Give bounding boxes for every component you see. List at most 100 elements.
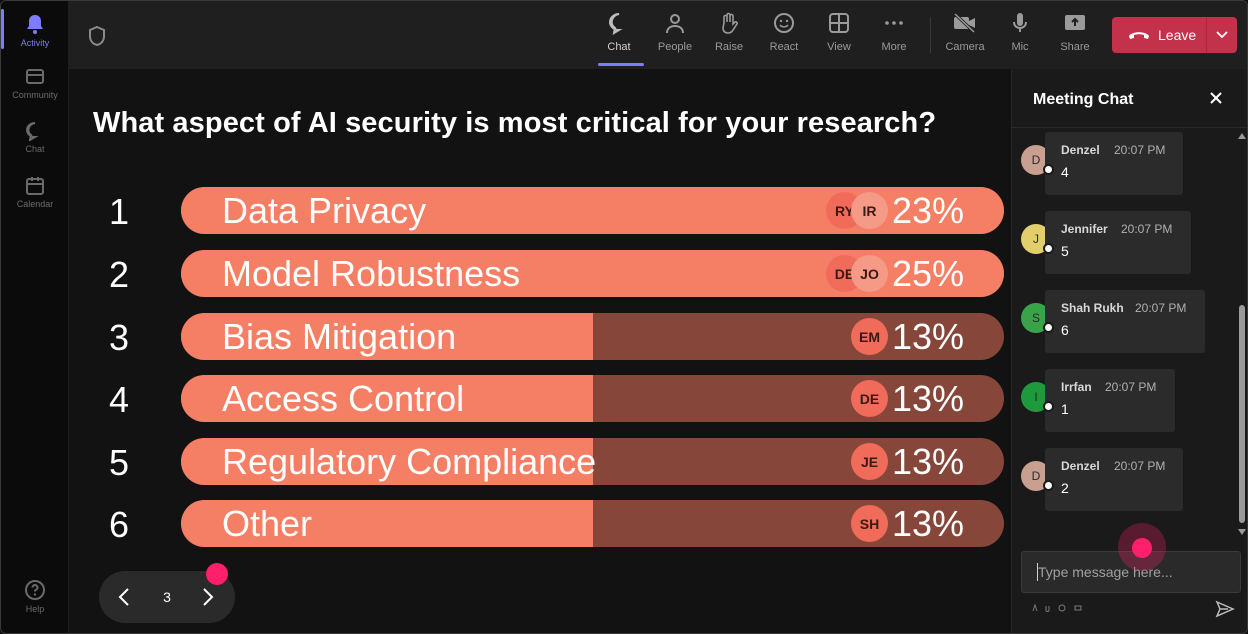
format-icon[interactable] <box>1032 603 1038 612</box>
share-screen-icon <box>1065 15 1085 30</box>
poll-stage: What aspect of AI security is most criti… <box>69 69 1011 633</box>
poll-option-number: 4 <box>109 379 130 420</box>
chat-icon <box>609 13 623 35</box>
voter-avatar: JE <box>851 443 888 480</box>
rail-item-calendar[interactable]: Calendar <box>1 176 69 209</box>
rail-item-help[interactable]: Help <box>1 579 69 614</box>
chat-bubble-icon <box>26 122 39 141</box>
click-indicator <box>206 563 228 585</box>
camera-off-icon <box>953 12 976 34</box>
poll-result-bar: Regulatory Compliance JE 13% <box>181 438 1004 485</box>
scroll-thumb[interactable] <box>1239 305 1245 523</box>
chat-bubble[interactable]: Denzel 20:07 PM 2 <box>1045 448 1183 511</box>
view-label: View <box>827 41 851 53</box>
hand-icon <box>722 12 738 34</box>
poll-result-fill <box>181 500 593 547</box>
chat-message-input[interactable]: Type message here... <box>1021 551 1241 593</box>
calendar-icon <box>26 177 44 195</box>
more-button[interactable]: More <box>867 11 921 53</box>
poll-option-percent: 13% <box>891 316 964 357</box>
leave-button[interactable]: Leave <box>1112 17 1237 53</box>
message-timestamp: 20:07 PM <box>1114 459 1166 473</box>
poll-option-number: 6 <box>109 504 130 545</box>
active-tab-indicator <box>598 63 644 66</box>
chat-bubble[interactable]: Denzel 20:07 PM 4 <box>1045 132 1183 195</box>
rail-label: Community <box>12 90 58 100</box>
chevron-right-icon[interactable] <box>201 587 215 607</box>
poll-option-row: 6 Other SH 13% <box>93 500 1004 547</box>
rail-active-indicator <box>1 9 4 49</box>
mic-icon <box>1013 13 1027 32</box>
bell-icon <box>27 15 43 34</box>
rail-label: Help <box>25 604 45 614</box>
meeting-toolbar: Chat People Raise React View More Camera <box>69 1 1247 69</box>
leave-options-button[interactable] <box>1207 31 1237 39</box>
sender-name: Shah Rukh <box>1061 301 1124 315</box>
mic-button[interactable]: Mic <box>993 11 1047 53</box>
close-icon[interactable] <box>1209 91 1223 105</box>
camera-button[interactable]: Camera <box>938 11 992 53</box>
poll-result-bar: Other SH 13% <box>181 500 1004 547</box>
chat-bubble[interactable]: Shah Rukh 20:07 PM 6 <box>1045 290 1205 353</box>
raise-hand-button[interactable]: Raise <box>702 11 756 53</box>
format-toolbar[interactable] <box>1032 603 1082 614</box>
more-dots-icon <box>885 21 903 25</box>
presence-status-icon <box>1043 322 1054 333</box>
poll-option-percent: 23% <box>891 190 964 231</box>
attach-icon[interactable] <box>1045 604 1051 612</box>
rail-item-activity[interactable]: Activity <box>1 13 69 48</box>
presence-status-icon <box>1043 480 1054 491</box>
rail-item-community[interactable]: Community <box>1 67 69 100</box>
message-timestamp: 20:07 PM <box>1135 301 1187 315</box>
send-icon[interactable] <box>1215 600 1235 618</box>
leave-label: Leave <box>1158 27 1197 43</box>
presence-status-icon <box>1043 164 1054 175</box>
view-button[interactable]: View <box>812 11 866 53</box>
share-label: Share <box>1060 41 1090 53</box>
chevron-left-icon[interactable] <box>117 587 131 607</box>
scroll-down-icon[interactable] <box>1238 529 1246 535</box>
sender-name: Irrfan <box>1061 380 1092 394</box>
text-caret <box>1037 563 1038 581</box>
scroll-up-icon[interactable] <box>1238 133 1246 139</box>
grid-icon <box>829 13 849 33</box>
chat-button[interactable]: Chat <box>592 11 646 53</box>
rail-item-chat[interactable]: Chat <box>1 121 69 154</box>
poll-result-fill <box>181 313 593 360</box>
poll-option-number: 2 <box>109 254 130 295</box>
phone-hangup-icon <box>1129 32 1149 39</box>
poll-option-label: Other <box>222 503 313 544</box>
voter-avatar: EM <box>851 318 888 355</box>
poll-result-bar: Access Control DE 13% <box>181 375 1004 422</box>
message-text: 5 <box>1061 243 1069 259</box>
message-text: 2 <box>1061 480 1069 496</box>
more-label: More <box>881 41 907 53</box>
gif-icon[interactable] <box>1074 604 1082 612</box>
raise-label: Raise <box>714 41 744 53</box>
message-timestamp: 20:07 PM <box>1105 380 1157 394</box>
poll-option-label: Bias Mitigation <box>222 316 457 357</box>
message-text: 6 <box>1061 322 1069 338</box>
poll-option-row: 1 Data Privacy RY IR 23% <box>93 187 1004 234</box>
voter-avatar: IR <box>851 192 888 229</box>
people-button[interactable]: People <box>648 11 702 53</box>
sender-name: Denzel <box>1061 459 1100 473</box>
chat-bubble[interactable]: Jennifer 20:07 PM 5 <box>1045 211 1191 274</box>
message-timestamp: 20:07 PM <box>1121 222 1173 236</box>
poll-option-label: Regulatory Compliance <box>222 441 597 482</box>
share-button[interactable]: Share <box>1048 11 1102 53</box>
page-number: 3 <box>163 589 171 605</box>
react-button[interactable]: React <box>757 11 811 53</box>
poll-result-bar: Model Robustness DE JO 25% <box>181 250 1004 297</box>
poll-option-percent: 13% <box>891 503 964 544</box>
emoji-icon[interactable] <box>1058 604 1066 612</box>
chat-bubble[interactable]: Irrfan 20:07 PM 1 <box>1045 369 1175 432</box>
shield-icon[interactable] <box>87 25 107 47</box>
poll-result-bar: Data Privacy RY IR 23% <box>181 187 1004 234</box>
app-rail: Activity Community Chat Calendar Help <box>1 1 69 633</box>
sender-name: Denzel <box>1061 143 1100 157</box>
smile-icon <box>774 13 794 33</box>
poll-option-number: 5 <box>109 442 130 483</box>
chat-input-placeholder: Type message here... <box>1038 564 1173 580</box>
